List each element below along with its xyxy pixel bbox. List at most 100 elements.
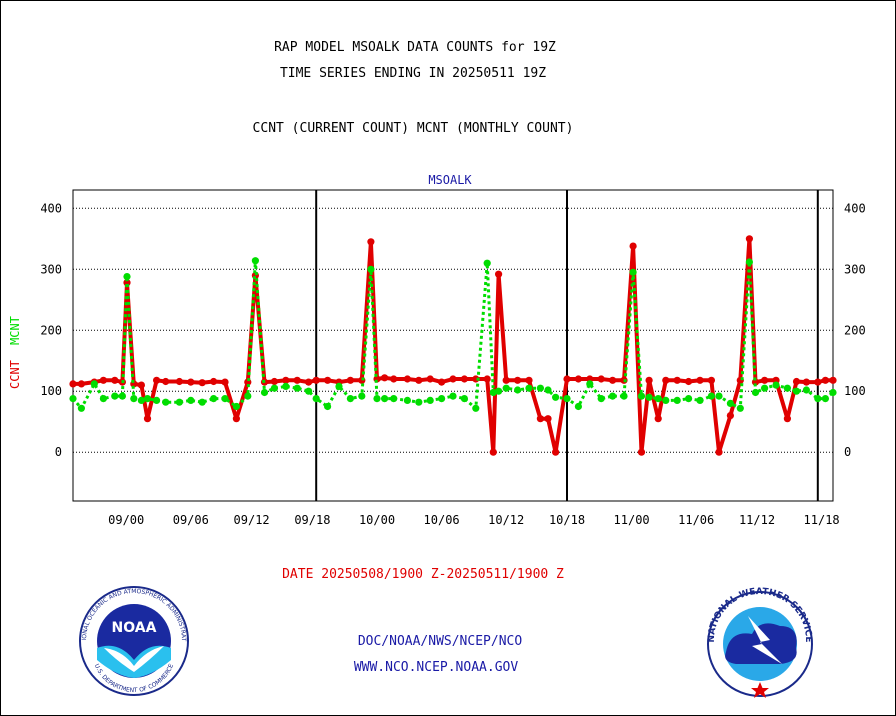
data-point-mcnt	[662, 396, 670, 404]
data-point-mcnt	[244, 392, 252, 400]
data-point-ccnt	[175, 377, 183, 386]
data-point-mcnt	[715, 392, 723, 400]
data-point-ccnt	[792, 377, 801, 386]
data-point-ccnt	[761, 376, 769, 384]
data-point-ccnt	[99, 376, 107, 384]
y-tick-label-right: 200	[844, 323, 866, 337]
data-point-mcnt	[77, 404, 85, 412]
data-point-mcnt	[260, 388, 269, 397]
data-point-mcnt	[802, 386, 811, 394]
data-point-mcnt	[162, 398, 170, 406]
y-tick-label-right: 400	[844, 201, 866, 215]
data-point-ccnt	[563, 375, 571, 383]
x-tick-label: 11/18	[804, 513, 840, 527]
x-tick-label: 09/00	[108, 513, 144, 527]
data-point-mcnt	[525, 384, 533, 392]
x-tick-label: 10/18	[549, 513, 585, 527]
x-tick-label: 11/12	[739, 513, 775, 527]
data-point-mcnt	[403, 396, 411, 404]
noaa-logo-ring-text: NATIONAL OCEANIC AND ATMOSPHERIC ADMINIS…	[0, 0, 187, 642]
data-point-mcnt	[312, 395, 320, 403]
data-point-mcnt	[502, 384, 510, 392]
data-point-mcnt	[390, 395, 398, 403]
data-point-mcnt	[472, 404, 480, 412]
data-point-ccnt	[472, 375, 480, 383]
header-line-1: RAP MODEL MSOALK DATA COUNTS for 19Z	[274, 40, 556, 55]
data-point-mcnt	[438, 395, 446, 403]
data-point-mcnt	[792, 387, 801, 395]
data-point-ccnt	[745, 235, 754, 243]
data-point-ccnt	[426, 375, 434, 383]
data-point-mcnt	[305, 387, 313, 395]
data-point-mcnt	[707, 392, 716, 400]
data-point-mcnt	[210, 395, 218, 403]
data-point-ccnt	[814, 378, 822, 386]
data-point-mcnt	[814, 395, 822, 403]
data-point-ccnt	[726, 412, 735, 420]
grid-layer	[73, 207, 833, 453]
y-tick-label-left: 200	[40, 323, 62, 337]
data-point-ccnt	[137, 381, 145, 389]
data-point-mcnt	[829, 388, 837, 397]
plot-area	[72, 189, 834, 502]
y-tick-label-right: 100	[844, 384, 866, 398]
x-tick-label: 10/12	[488, 513, 524, 527]
data-point-ccnt	[645, 376, 653, 384]
data-point-ccnt	[802, 378, 811, 386]
data-point-ccnt	[597, 375, 605, 383]
data-point-mcnt	[367, 265, 375, 273]
chart-title: MSOALK	[428, 173, 472, 187]
data-point-ccnt	[637, 448, 646, 456]
data-point-mcnt	[251, 257, 259, 265]
day-divider-layer	[315, 190, 819, 501]
noaa-logo: NOAA NATIONAL OCEANIC AND ATMOSPHERIC AD…	[0, 0, 189, 696]
data-point-mcnt	[358, 392, 366, 400]
header-line-3: CCNT (CURRENT COUNT) MCNT (MONTHLY COUNT…	[253, 121, 574, 136]
x-tick-label: 09/12	[234, 513, 270, 527]
data-point-mcnt	[130, 395, 138, 403]
data-point-mcnt	[373, 395, 381, 403]
data-point-mcnt	[483, 259, 491, 267]
data-point-mcnt	[449, 392, 457, 400]
y-tick-label-left: 100	[40, 384, 62, 398]
data-point-mcnt	[293, 384, 301, 392]
x-tick-label: 11/00	[614, 513, 650, 527]
data-point-mcnt	[123, 273, 131, 281]
data-point-ccnt	[293, 376, 301, 384]
data-point-ccnt	[312, 376, 320, 384]
data-point-mcnt	[90, 380, 98, 388]
data-point-mcnt	[270, 384, 278, 392]
data-point-mcnt	[726, 399, 735, 407]
data-point-ccnt	[502, 376, 510, 384]
x-tick-label: 10/06	[424, 513, 460, 527]
data-point-mcnt	[324, 402, 332, 411]
data-point-mcnt	[99, 395, 107, 403]
data-point-mcnt	[673, 396, 681, 404]
data-point-ccnt	[449, 375, 457, 383]
data-point-ccnt	[715, 448, 723, 456]
data-point-ccnt	[221, 378, 229, 386]
y-tick-label-right: 300	[844, 262, 866, 276]
y-axis-label-ccnt: CCNT	[8, 360, 22, 389]
data-point-ccnt	[707, 376, 716, 384]
data-point-mcnt	[198, 398, 206, 406]
data-point-ccnt	[629, 242, 637, 250]
data-point-mcnt	[597, 395, 605, 403]
data-point-ccnt	[696, 376, 704, 384]
data-point-mcnt	[745, 258, 754, 266]
data-point-mcnt	[574, 402, 583, 411]
data-point-mcnt	[620, 392, 628, 400]
data-point-ccnt	[324, 376, 332, 384]
data-point-ccnt	[495, 270, 503, 278]
data-point-mcnt	[563, 395, 571, 403]
data-point-mcnt	[514, 386, 522, 394]
data-point-mcnt	[783, 384, 792, 392]
data-point-ccnt	[525, 376, 533, 384]
data-point-ccnt	[489, 448, 497, 456]
data-point-mcnt	[772, 381, 780, 389]
data-point-ccnt	[381, 374, 389, 382]
data-point-ccnt	[153, 376, 161, 384]
data-point-ccnt	[111, 376, 119, 384]
data-point-mcnt	[761, 384, 769, 392]
data-point-ccnt	[460, 375, 468, 383]
